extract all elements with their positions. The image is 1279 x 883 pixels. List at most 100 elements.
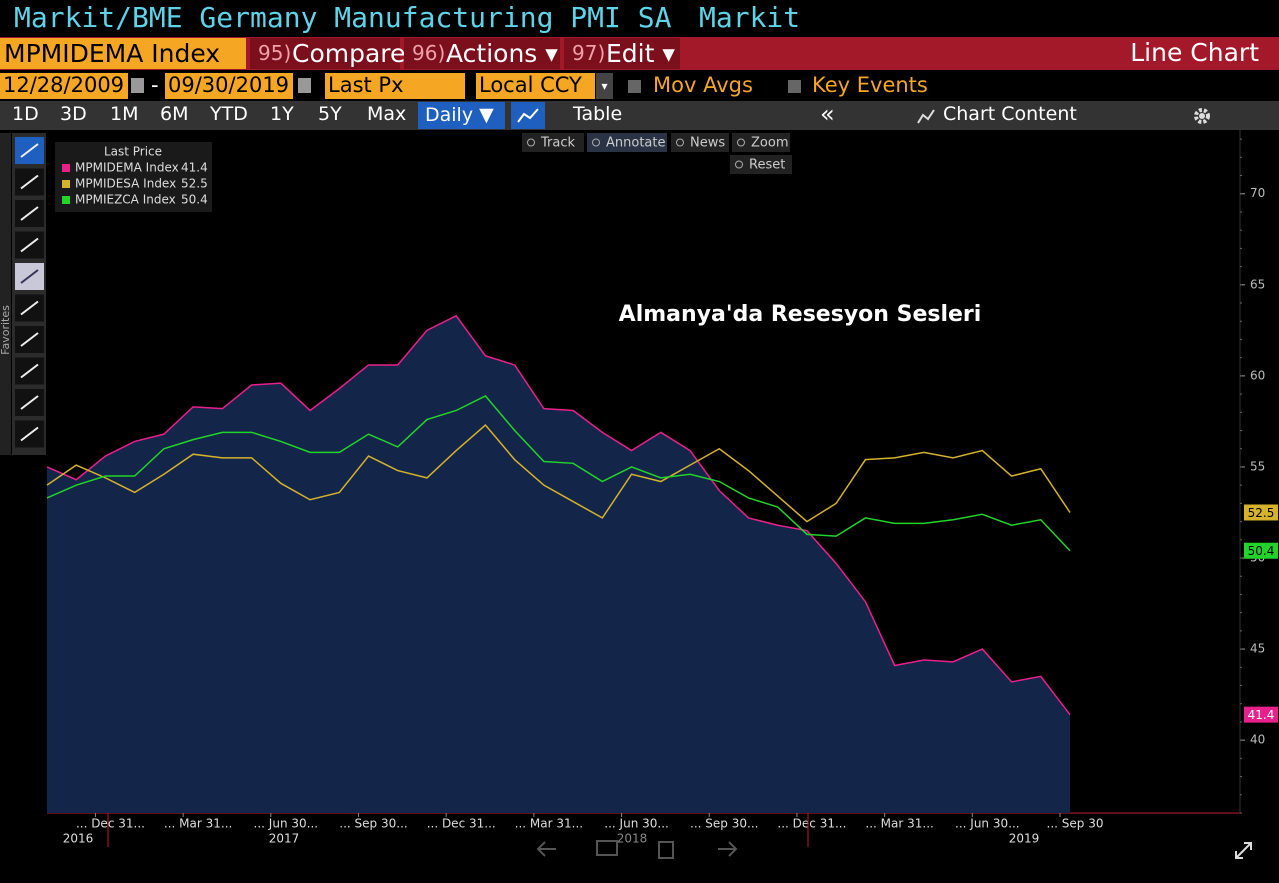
- field-select[interactable]: Last Px: [325, 73, 465, 99]
- period-button[interactable]: 5Y: [318, 103, 342, 125]
- chart-type: Line Chart: [1130, 38, 1259, 67]
- x-tick-label: ... Jun 30...: [955, 817, 1020, 831]
- checkbox[interactable]: [628, 80, 641, 93]
- frequency: Daily ▼: [425, 104, 494, 126]
- security-title: Markit/BME Germany Manufacturing PMI SA: [14, 1, 672, 34]
- period-button[interactable]: 1D: [12, 103, 39, 125]
- palette-glyph: [20, 269, 39, 284]
- x-tick-label: ... Jun 30...: [254, 817, 319, 831]
- chart-tool-button[interactable]: [587, 133, 667, 152]
- chart-tool-label: News: [690, 136, 725, 151]
- y-tick-label: 55: [1250, 459, 1265, 473]
- expand-icon[interactable]: [1235, 842, 1252, 859]
- chart-tool-button[interactable]: [730, 155, 792, 174]
- nav-comment[interactable]: [596, 840, 618, 856]
- year-label: 2018: [617, 832, 648, 846]
- settings-gear[interactable]: [1192, 106, 1212, 126]
- period-button[interactable]: YTD: [210, 103, 248, 125]
- last-value-label: 50.4: [1248, 544, 1275, 558]
- currency-text: Local CCY: [479, 73, 582, 97]
- x-tick-label: ... Sep 30...: [690, 817, 758, 831]
- series-area: [47, 315, 1070, 813]
- period-button[interactable]: 1Y: [270, 103, 294, 125]
- legend-swatch: [62, 180, 70, 188]
- period-button[interactable]: 3D: [60, 103, 87, 125]
- y-tick-label: 65: [1250, 277, 1265, 291]
- legend-value: 41.4: [181, 161, 208, 175]
- palette-glyph: [20, 174, 39, 190]
- x-tick-label: ... Mar 31...: [164, 817, 232, 831]
- end-date[interactable]: 09/30/2019: [165, 73, 293, 99]
- tool-icon: [735, 160, 743, 169]
- frequency-select[interactable]: Daily ▼: [418, 102, 505, 129]
- legend-swatch: [62, 164, 70, 172]
- date-dash: -: [151, 73, 159, 97]
- compare-button[interactable]: 95) Compare: [250, 38, 405, 69]
- chart-tool-label: Reset: [749, 158, 785, 173]
- button-label: Compare: [292, 39, 406, 68]
- legend-name: MPMIDESA Index: [75, 177, 176, 191]
- start-date[interactable]: 12/28/2009: [0, 73, 128, 99]
- nav-delete[interactable]: [658, 841, 674, 859]
- palette-glyph: [20, 300, 39, 316]
- table-button[interactable]: Table: [573, 103, 623, 125]
- chart-tool-button[interactable]: [671, 133, 729, 152]
- palette-glyph: [20, 237, 39, 253]
- chart-content-button[interactable]: Chart Content: [943, 103, 1077, 125]
- x-tick-label: ... Sep 30: [1047, 817, 1104, 831]
- chart-tool-button[interactable]: [732, 133, 790, 152]
- chart-tool-label: Zoom: [751, 136, 788, 151]
- x-tick-label: ... Dec 31...: [777, 817, 846, 831]
- checkbox[interactable]: [788, 80, 801, 93]
- field-text: Last Px: [328, 73, 404, 97]
- start-date-text: 12/28/2009: [3, 73, 125, 97]
- edit-button[interactable]: 97) Edit ▾: [564, 38, 680, 69]
- calendar-icon[interactable]: [298, 78, 311, 93]
- last-value-label: 52.5: [1248, 506, 1275, 520]
- palette-glyph: [20, 332, 39, 347]
- period-bar: Daily ▼ Table « Chart Content 1D 3D 1M 6M YT…: [0, 101, 1279, 130]
- palette-glyph: [20, 363, 39, 379]
- dropdown-arrow[interactable]: ▾: [596, 73, 613, 99]
- last-value-box: [1244, 706, 1278, 723]
- ticker-box[interactable]: MPMIDEMA Index: [0, 38, 246, 69]
- source: Markit: [699, 1, 801, 34]
- icon: [517, 108, 539, 123]
- period-button[interactable]: 6M: [160, 103, 189, 125]
- chart-content-icon: [917, 109, 935, 124]
- chart-tool-button[interactable]: [522, 133, 584, 152]
- x-tick-label: ... Dec 31...: [427, 817, 496, 831]
- sidebar-tab: [0, 133, 11, 455]
- year-label: 2017: [269, 832, 300, 846]
- legend-name: MPMIEZCA Index: [75, 193, 176, 207]
- period-button[interactable]: 1M: [110, 103, 139, 125]
- last-value-box: [1244, 542, 1278, 559]
- legend-swatch: [62, 196, 70, 204]
- palette-glyph: [20, 426, 39, 442]
- collapse-button[interactable]: «: [820, 101, 835, 128]
- nav-back[interactable]: [536, 841, 556, 857]
- y-tick-label: 60: [1250, 368, 1265, 382]
- legend-title: Last Price: [104, 145, 162, 159]
- legend-box: [55, 142, 212, 212]
- tool-icon: [527, 138, 535, 147]
- settings-bar: 12/28/2009 - 09/30/2019 Last Px Local CC…: [0, 70, 1279, 101]
- palette-glyph: [20, 395, 39, 410]
- button-number: 96): [412, 41, 446, 65]
- legend-value: 50.4: [181, 193, 208, 207]
- currency-select[interactable]: Local CCY: [476, 73, 595, 99]
- legend-value: 52.5: [181, 177, 208, 191]
- nav-forward[interactable]: [718, 841, 738, 857]
- palette-glyph: [20, 143, 39, 158]
- option-label: Mov Avgs: [653, 73, 753, 97]
- chart-tool-label: Annotate: [606, 136, 665, 151]
- calendar-icon[interactable]: [131, 78, 144, 93]
- option-label: Key Events: [812, 73, 928, 97]
- actions-button[interactable]: 96) Actions ▾: [404, 38, 560, 69]
- x-tick-label: ... Dec 31...: [76, 817, 145, 831]
- sidebar-label: Favorites: [0, 305, 12, 355]
- line-chart-icon[interactable]: [511, 102, 545, 129]
- period-button[interactable]: Max: [367, 103, 407, 125]
- button-label: Edit ▾: [606, 39, 675, 68]
